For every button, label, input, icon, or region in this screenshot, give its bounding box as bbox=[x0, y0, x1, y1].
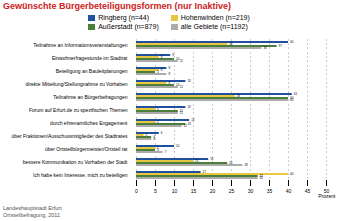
svg-text:13: 13 bbox=[187, 105, 191, 109]
svg-text:35: 35 bbox=[267, 188, 273, 194]
svg-text:Prozent: Prozent bbox=[318, 193, 336, 199]
svg-text:40: 40 bbox=[290, 40, 294, 44]
html-text:Hohenwinden (n=219): Hohenwinden (n=219) bbox=[180, 14, 250, 21]
svg-text:25: 25 bbox=[229, 188, 235, 194]
html-text:Landeshauptstadt Erfurt Ortste: Landeshauptstadt Erfurt Ortsteilbefragun… bbox=[3, 205, 62, 218]
svg-text:8: 8 bbox=[168, 66, 170, 70]
svg-text:26: 26 bbox=[237, 94, 241, 98]
svg-text:19: 19 bbox=[210, 157, 214, 161]
html-text:Außerstadt (n=879): Außerstadt (n=879) bbox=[98, 23, 159, 30]
svg-text:6: 6 bbox=[161, 131, 163, 135]
svg-text:11: 11 bbox=[180, 59, 183, 63]
svg-text:0: 0 bbox=[135, 188, 138, 194]
svg-text:41: 41 bbox=[294, 92, 298, 96]
svg-text:4: 4 bbox=[153, 137, 155, 141]
svg-text:8: 8 bbox=[168, 72, 170, 76]
svg-text:33: 33 bbox=[263, 46, 267, 50]
svg-text:2: 2 bbox=[146, 133, 148, 137]
svg-text:über Ortsteilbürgermeister/Ort: über Ortsteilbürgermeister/Ortsteil rat bbox=[45, 146, 128, 152]
html-text:Gewünschte Bürgerbeteiligungsf: Gewünschte Bürgerbeteiligungsformen (nur… bbox=[3, 1, 231, 11]
svg-text:20: 20 bbox=[210, 188, 216, 194]
svg-text:50: 50 bbox=[323, 188, 330, 195]
svg-text:5: 5 bbox=[157, 70, 159, 74]
svg-text:7: 7 bbox=[165, 150, 167, 154]
svg-text:Ich habe kein Interesse, mich: Ich habe kein Interesse, mich zu beteili… bbox=[33, 172, 128, 178]
svg-text:6: 6 bbox=[161, 68, 163, 72]
svg-text:10: 10 bbox=[172, 188, 178, 194]
svg-text:37: 37 bbox=[279, 44, 283, 48]
svg-text:Teilnahme an Bürgerbefragungen: Teilnahme an Bürgerbefragungen bbox=[53, 94, 127, 100]
svg-text:32: 32 bbox=[260, 176, 264, 180]
svg-text:11: 11 bbox=[180, 111, 183, 115]
svg-text:11: 11 bbox=[180, 85, 183, 89]
svg-text:13: 13 bbox=[187, 122, 191, 126]
svg-text:bessere Kommunikation zu Vorha: bessere Kommunikation zu Vorhaben der St… bbox=[23, 159, 128, 165]
svg-text:direkte Mitteilung/Stellungnah: direkte Mitteilung/Stellungnahme zu Vorh… bbox=[25, 81, 127, 87]
svg-text:8: 8 bbox=[168, 81, 170, 85]
svg-text:24: 24 bbox=[229, 161, 233, 165]
svg-text:28: 28 bbox=[244, 163, 248, 167]
svg-text:Teilnahme an Informationsveran: Teilnahme an Informationsveranstaltungen bbox=[33, 42, 127, 48]
svg-text:10: 10 bbox=[176, 144, 180, 148]
svg-text:13: 13 bbox=[187, 79, 191, 83]
svg-text:6: 6 bbox=[161, 55, 163, 59]
html-text:Ringberg (n=44): Ringberg (n=44) bbox=[98, 14, 149, 21]
svg-text:durch ehrenamtliches Engagemen: durch ehrenamtliches Engagement bbox=[50, 120, 128, 126]
svg-text:Forum auf Erfurt.de zu spezifi: Forum auf Erfurt.de zu spezifischen Them… bbox=[29, 107, 128, 113]
svg-text:12: 12 bbox=[184, 124, 188, 128]
svg-text:Einwohnerfragestunde im Stadtr: Einwohnerfragestunde im Stadtrat bbox=[52, 55, 128, 61]
svg-text:24: 24 bbox=[229, 42, 233, 46]
svg-text:über Fraktionen/Ausschussmitgl: über Fraktionen/Ausschussmitglieder des … bbox=[12, 133, 128, 139]
svg-text:5: 5 bbox=[157, 148, 159, 152]
svg-text:15: 15 bbox=[191, 188, 197, 194]
svg-text:10: 10 bbox=[176, 57, 180, 62]
svg-text:5: 5 bbox=[157, 107, 159, 111]
svg-text:30: 30 bbox=[248, 188, 254, 194]
svg-text:45: 45 bbox=[305, 188, 311, 194]
svg-text:40: 40 bbox=[286, 188, 292, 194]
svg-text:40: 40 bbox=[290, 172, 294, 176]
svg-text:17: 17 bbox=[203, 170, 207, 174]
svg-text:10: 10 bbox=[176, 83, 180, 88]
html-text:alle Gebiete (n=1192): alle Gebiete (n=1192) bbox=[180, 23, 248, 30]
svg-text:15: 15 bbox=[195, 159, 199, 163]
svg-text:9: 9 bbox=[172, 53, 174, 57]
svg-text:40: 40 bbox=[290, 98, 294, 102]
svg-text:5: 5 bbox=[154, 188, 157, 194]
svg-text:5: 5 bbox=[157, 120, 159, 124]
svg-text:Beteiligung an Bauleitplanunge: Beteiligung an Bauleitplanungen bbox=[56, 68, 128, 74]
svg-text:14: 14 bbox=[191, 118, 195, 122]
